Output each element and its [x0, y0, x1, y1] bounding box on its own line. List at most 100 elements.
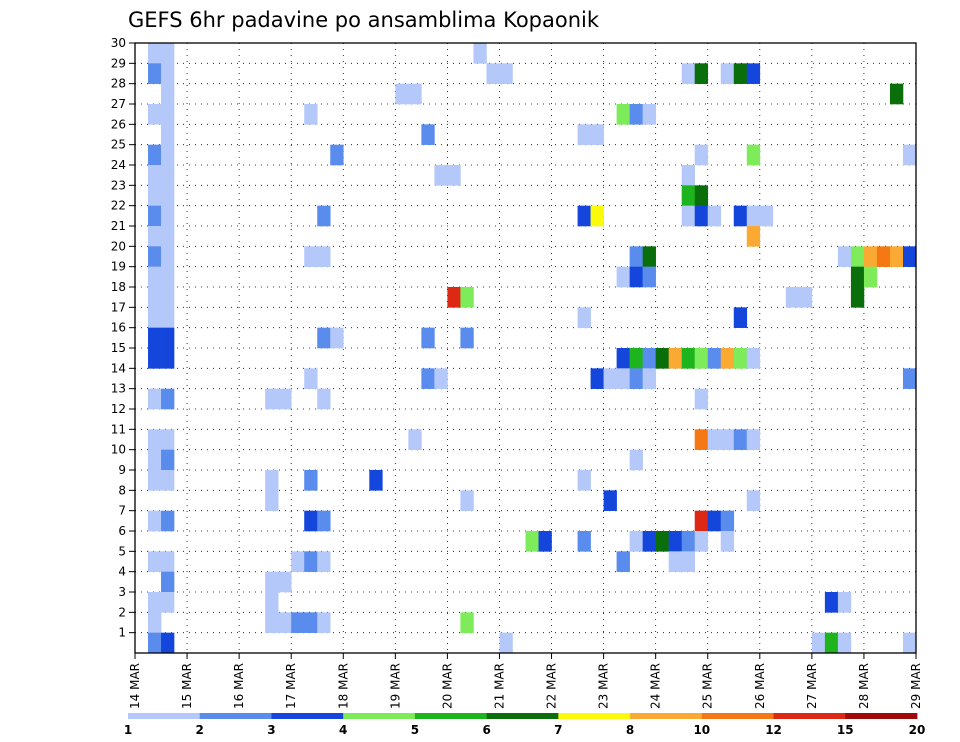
heatmap-cell: [460, 612, 474, 633]
heatmap-cell: [447, 165, 461, 186]
heatmap-cell: [148, 592, 162, 613]
heatmap-cell: [746, 490, 761, 511]
heatmap-cell: [369, 470, 383, 491]
heatmap-cell: [148, 266, 162, 288]
heatmap-cell: [824, 592, 839, 613]
heatmap-cell: [746, 205, 761, 227]
heatmap-cell: [694, 531, 709, 552]
heatmap-cell: [694, 185, 709, 206]
heatmap-cell: [265, 470, 279, 491]
heatmap-cell: [148, 327, 162, 349]
heatmap-cell: [161, 307, 175, 328]
heatmap-cell: [148, 287, 162, 308]
legend-swatch: [558, 713, 631, 719]
heatmap-cell: [603, 490, 617, 511]
heatmap-cell: [642, 266, 656, 288]
heatmap-cell: [733, 429, 748, 450]
heatmap-cell: [148, 429, 162, 450]
heatmap-cell: [304, 612, 318, 633]
heatmap-cell: [655, 348, 669, 369]
heatmap-cell: [460, 287, 474, 308]
heatmap-cell: [161, 571, 175, 593]
heatmap-cell: [720, 510, 735, 532]
heatmap-cell: [577, 124, 591, 145]
heatmap-cell: [850, 266, 865, 288]
heatmap-cell: [785, 287, 800, 308]
y-tick-label: 29: [111, 56, 126, 70]
y-tick-label: 8: [118, 483, 126, 497]
heatmap-cell: [148, 510, 162, 532]
heatmap-cell: [707, 510, 722, 532]
heatmap-cell: [902, 632, 917, 654]
heatmap-cell: [746, 63, 761, 84]
heatmap-cell: [278, 612, 292, 633]
heatmap-cell: [629, 348, 643, 369]
heatmap-cell: [161, 205, 175, 227]
heatmap-cell: [161, 124, 175, 145]
heatmap-cell: [733, 348, 748, 369]
heatmap-cell: [161, 287, 175, 308]
heatmap-cell: [681, 165, 696, 186]
legend-swatch: [701, 713, 774, 719]
heatmap-cell: [733, 307, 748, 328]
heatmap-cell: [902, 246, 917, 267]
heatmap-cell: [681, 551, 696, 572]
heatmap-cell: [499, 632, 513, 654]
legend-label: 15: [837, 723, 854, 737]
heatmap-cell: [161, 632, 175, 654]
y-tick-label: 18: [111, 280, 126, 294]
heatmap-cell: [629, 449, 643, 471]
legend-label: 10: [693, 723, 710, 737]
heatmap-cell: [291, 551, 305, 572]
heatmap-cell: [148, 63, 162, 84]
legend-swatch: [630, 713, 703, 719]
heatmap-cell: [707, 348, 722, 369]
heatmap-cell: [876, 246, 891, 267]
x-tick-label: 19 MAR: [388, 663, 402, 709]
heatmap-cell: [161, 43, 175, 64]
heatmap-cell: [733, 63, 748, 84]
heatmap-cell: [148, 185, 162, 206]
heatmap-cell: [824, 632, 839, 654]
heatmap-cell: [161, 551, 175, 572]
heatmap-cell: [668, 551, 682, 572]
heatmap-cell: [148, 307, 162, 328]
x-tick-label: 15 MAR: [180, 663, 194, 709]
heatmap-cell: [304, 246, 318, 267]
heatmap-cell: [330, 144, 344, 166]
heatmap-cell: [317, 551, 331, 572]
y-tick-label: 23: [111, 178, 126, 192]
heatmap-cell: [148, 165, 162, 186]
heatmap-cell: [148, 104, 162, 125]
y-tick-label: 15: [111, 341, 126, 355]
y-tick-label: 1: [118, 626, 126, 640]
legend-label: 8: [626, 723, 634, 737]
x-tick-label: 29 MAR: [909, 663, 923, 709]
heatmap-cell: [317, 510, 331, 532]
heatmap-cell: [161, 185, 175, 206]
cells-layer: [148, 43, 917, 654]
y-tick-label: 19: [111, 260, 126, 274]
heatmap-cell: [148, 226, 162, 247]
heatmap-cell: [304, 470, 318, 491]
y-tick-label: 5: [118, 544, 126, 558]
heatmap-cell: [148, 632, 162, 654]
legend-label: 5: [411, 723, 419, 737]
heatmap-cell: [746, 144, 761, 166]
heatmap-cell: [694, 429, 709, 450]
heatmap-cell: [161, 449, 175, 471]
heatmap-cell: [681, 205, 696, 227]
x-tick-label: 18 MAR: [336, 663, 350, 709]
heatmap-cell: [317, 246, 331, 267]
heatmap-cell: [681, 185, 696, 206]
heatmap-cell: [148, 246, 162, 267]
heatmap-cell: [317, 388, 331, 410]
heatmap-cell: [720, 429, 735, 450]
heatmap-cell: [304, 510, 318, 532]
heatmap-cell: [642, 531, 656, 552]
heatmap-cell: [694, 205, 709, 227]
heatmap-cell: [681, 63, 696, 84]
heatmap-cell: [161, 470, 175, 491]
heatmap-cell: [148, 348, 162, 369]
y-tick-label: 22: [111, 199, 126, 213]
